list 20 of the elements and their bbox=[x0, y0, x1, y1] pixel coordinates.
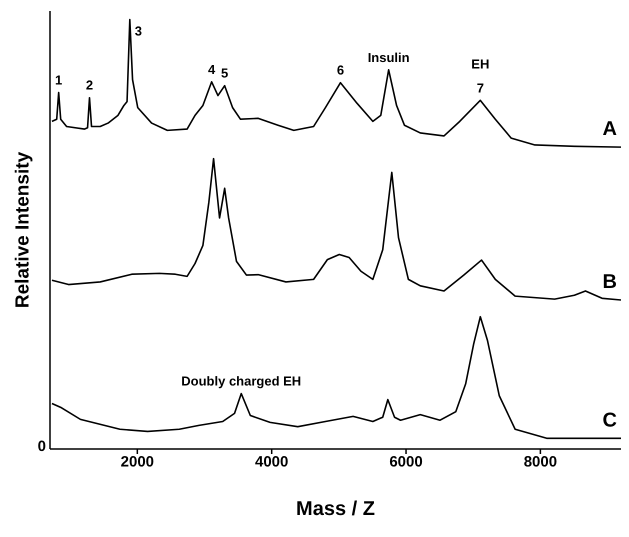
x-tick-label: 6000 bbox=[389, 454, 423, 471]
text: 0 bbox=[38, 438, 46, 455]
annotation: Insulin bbox=[368, 50, 410, 65]
x-tick-label: 8000 bbox=[524, 454, 558, 471]
annotation: 7 bbox=[476, 80, 484, 96]
annotation: EH bbox=[471, 56, 490, 72]
annotation: 5 bbox=[221, 66, 228, 81]
x-tick-label: 2000 bbox=[120, 454, 154, 471]
x-tick-label: 4000 bbox=[254, 454, 288, 471]
series-label: B bbox=[602, 270, 617, 293]
x-axis-title: Mass / Z bbox=[296, 498, 375, 520]
annotation: 6 bbox=[336, 62, 344, 78]
series-label: C bbox=[602, 409, 617, 432]
annotation: 1 bbox=[55, 72, 62, 88]
series-label: A bbox=[602, 118, 617, 140]
annotation: 2 bbox=[86, 78, 94, 93]
annotation: Doubly charged EH bbox=[181, 374, 302, 389]
y-axis-title: Relative Intensity bbox=[12, 151, 34, 308]
annotation: 3 bbox=[134, 24, 142, 39]
annotation: 4 bbox=[208, 62, 216, 77]
